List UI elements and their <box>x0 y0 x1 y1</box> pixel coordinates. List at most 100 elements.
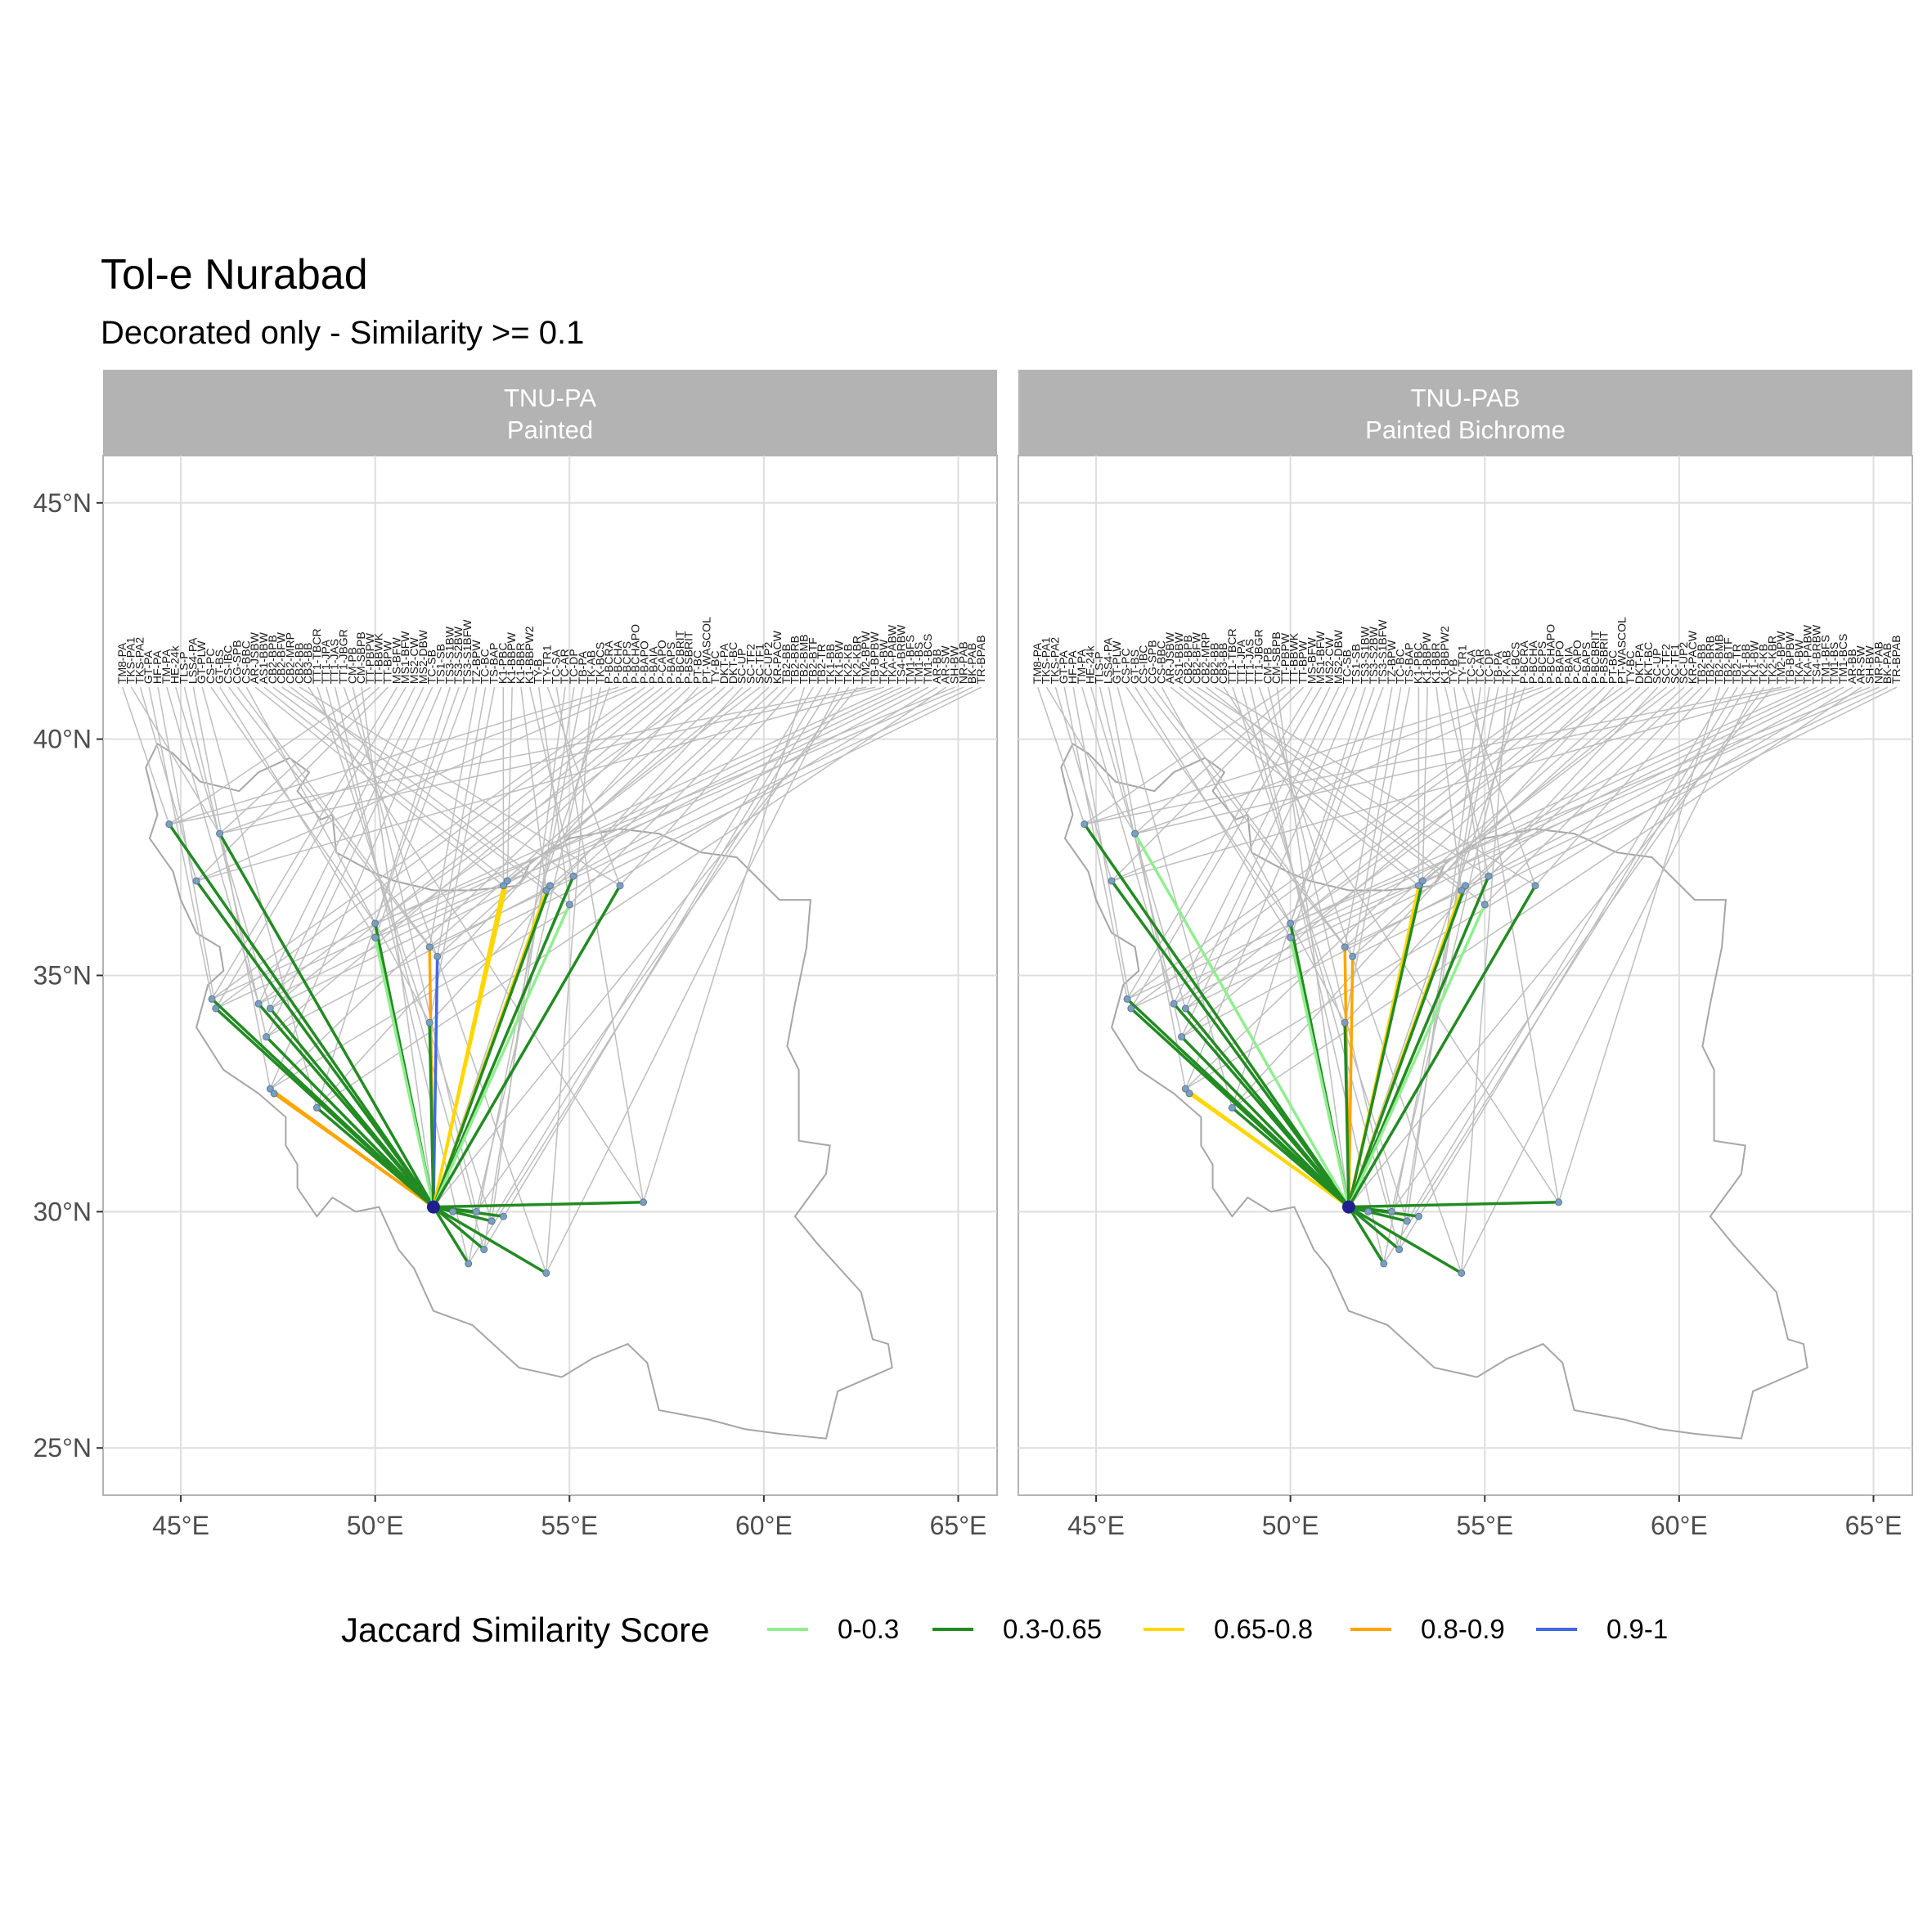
label-leader-line <box>219 686 376 938</box>
similarity-link <box>195 879 435 1208</box>
label-leader-line <box>1348 686 1773 1208</box>
site-label: P-BCPS <box>1535 641 1548 684</box>
legend: Jaccard Similarity Score 0-0.3 0.3-0.65 0.… <box>341 1611 1668 1649</box>
site-label: GT-PA <box>1057 649 1070 684</box>
site-label: AR-SW <box>939 645 952 684</box>
label-leader-line <box>573 686 779 877</box>
label-leader-line <box>1117 686 1233 1108</box>
label-leader-line <box>1134 686 1543 834</box>
label-leader-line <box>436 686 487 957</box>
site-label: P-BCBRIT <box>1588 630 1602 684</box>
site-label: DKT-PA <box>717 643 730 684</box>
site-label: HF-PA <box>1066 649 1079 684</box>
site-point <box>1341 943 1349 951</box>
site-label: TT-PBPW <box>363 632 376 684</box>
label-leader-line <box>211 686 894 1000</box>
site-label: TM-PA <box>160 649 173 684</box>
site-label: AR-SW <box>1854 645 1867 684</box>
label-leader-line <box>269 686 425 1009</box>
site-label: K1-PBC <box>496 643 509 685</box>
label-leader-line <box>1488 686 1694 877</box>
label-leader-line <box>192 686 272 1090</box>
site-label: TS3-S2BW <box>1367 626 1380 684</box>
label-leader-line <box>308 686 645 1203</box>
site-label: TK2-KB <box>842 644 855 684</box>
site-label: TB2-BRB <box>789 636 802 684</box>
site-label: TKA-BW <box>1792 639 1805 684</box>
site-label: SC-UP2 <box>762 642 775 685</box>
site-label: TB-PA <box>576 650 589 684</box>
label-leader-line <box>1344 686 1889 948</box>
label-leader-line <box>429 686 973 948</box>
site-label: TB2-TR <box>1730 644 1743 684</box>
site-label: TT-PBPW <box>1278 632 1292 684</box>
label-leader-line <box>1344 686 1393 947</box>
site-label: TM8-PA <box>1031 642 1044 684</box>
label-leader-line <box>437 686 735 957</box>
label-leader-line <box>317 686 492 1222</box>
site-label: TB2-BMB <box>797 634 810 684</box>
site-label: TT-BPW <box>381 640 394 684</box>
site-label: TT-BBWK <box>1287 632 1301 684</box>
site-label: TM1-BCS <box>921 634 934 684</box>
label-leader-line <box>272 686 547 892</box>
site-label: P-BCRA <box>602 640 615 685</box>
label-leader-line <box>546 686 841 1274</box>
site-point <box>1341 1018 1349 1027</box>
facet-strip-sublabel: Painted <box>507 416 593 444</box>
site-label: TK-AB <box>585 650 598 684</box>
label-leader-line <box>201 686 318 1108</box>
site-label: TT1-TBCR <box>1225 628 1238 684</box>
site-point <box>465 1260 473 1268</box>
label-leader-line <box>266 686 929 1038</box>
facet-panels: TNU-PAPaintedTM8-PATKS-PA1TKS-PA2GT-PAHF… <box>34 370 1913 1540</box>
site-label: SH-BW <box>1863 645 1876 684</box>
site-label: TB-BPBW <box>868 631 881 685</box>
legend-label: 0-0.3 <box>838 1614 899 1644</box>
site-point <box>480 1246 488 1254</box>
site-point <box>1349 952 1357 960</box>
similarity-link <box>316 1106 435 1208</box>
site-label: TB2-BMB <box>1712 634 1725 684</box>
site-label: P-BCRA <box>1517 640 1530 685</box>
site-point <box>1127 1004 1135 1013</box>
site-label: TB2-BB <box>1695 644 1708 684</box>
site-point <box>1387 1207 1395 1215</box>
label-leader-line <box>175 686 272 1009</box>
legend-label: 0.3-0.65 <box>1003 1614 1102 1644</box>
similarity-link <box>1348 1201 1559 1209</box>
site-point <box>503 877 511 885</box>
similarity-link <box>1134 833 1350 1208</box>
similarity-link <box>432 904 571 1208</box>
similarity-link <box>1184 1007 1350 1208</box>
label-leader-line <box>215 686 902 1009</box>
site-point <box>165 820 173 829</box>
label-leader-line <box>1471 686 1560 1202</box>
site-label: P-BCPS <box>620 641 633 684</box>
site-label: CB2-BPB <box>266 635 279 684</box>
site-label: TC-SB <box>425 649 438 684</box>
site-label: PT-BC <box>691 650 704 684</box>
site-label: KR-PACW <box>771 630 784 684</box>
site-label: TC-SA <box>1464 649 1477 684</box>
site-label: K1-BBPW2 <box>1438 626 1451 684</box>
focal-site-point <box>426 1200 440 1214</box>
site-label: TT1-JBGR <box>336 629 349 684</box>
label-leader-line <box>1126 686 1809 1000</box>
site-label: TY-BC <box>708 650 721 684</box>
site-point <box>266 1004 274 1013</box>
label-leader-line <box>374 686 460 924</box>
site-label: MS2-CW <box>1323 637 1336 685</box>
site-label: DKT-BC <box>1642 642 1655 684</box>
label-leader-line <box>215 686 407 1009</box>
label-leader-line <box>266 686 681 1038</box>
label-leader-line <box>1231 686 1367 1108</box>
site-label: AS1-BBW <box>1172 631 1185 684</box>
label-leader-line <box>437 686 982 958</box>
site-label: P-BAPO <box>1553 640 1566 684</box>
site-label: MS1-BFW <box>398 631 411 684</box>
site-label: TT1-JAS <box>328 639 341 684</box>
similarity-link <box>1347 904 1486 1208</box>
site-label: TC-AR <box>1473 649 1486 684</box>
